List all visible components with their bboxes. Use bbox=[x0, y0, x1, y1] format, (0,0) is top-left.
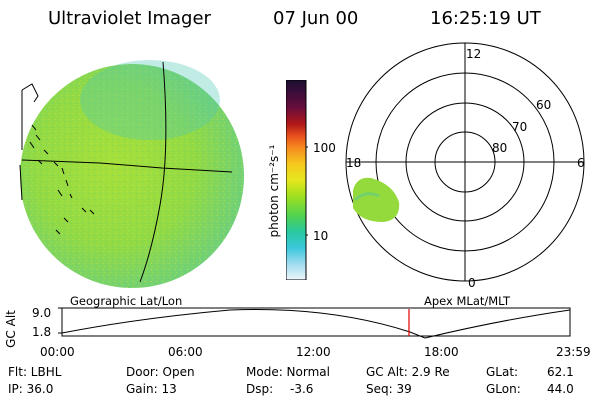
altitude-plot bbox=[58, 307, 571, 339]
xtick-2359: 23:59 bbox=[556, 345, 591, 359]
ytick-1-8: 1.8 bbox=[32, 325, 52, 339]
status-mode: Mode: Normal bbox=[246, 365, 330, 379]
coastline-outline bbox=[19, 83, 95, 235]
mlt-label-18: 18 bbox=[346, 156, 362, 170]
geographic-panel-label: Geographic Lat/Lon bbox=[70, 294, 183, 308]
status-glat-label: GLat: bbox=[486, 365, 519, 379]
mlt-label-0: 0 bbox=[468, 276, 476, 290]
status-door: Door: Open bbox=[126, 365, 195, 379]
time-label: 16:25:19 UT bbox=[430, 8, 541, 29]
xtick-0000: 00:00 bbox=[40, 345, 75, 359]
status-gain: Gain: 13 bbox=[126, 382, 177, 396]
gc-alt-axis-label: GC Alt bbox=[4, 310, 18, 348]
mlat-label-80: 80 bbox=[492, 141, 508, 155]
longitude-line bbox=[139, 61, 167, 283]
apex-panel-label: Apex MLat/MLT bbox=[424, 294, 511, 308]
xtick-1800: 18:00 bbox=[424, 345, 459, 359]
mlt-label-12: 12 bbox=[466, 47, 482, 61]
status-dsp-label: Dsp: bbox=[246, 382, 274, 396]
status-filter: Flt: LBHL bbox=[8, 365, 62, 379]
status-glat-value: 62.1 bbox=[547, 365, 574, 379]
altitude-curve bbox=[61, 308, 571, 339]
latitude-line bbox=[21, 159, 233, 173]
mlat-label-60: 60 bbox=[536, 98, 552, 112]
colorbar bbox=[286, 80, 308, 280]
auroral-oval-patch bbox=[353, 177, 400, 222]
polar-grid-panel bbox=[345, 42, 585, 282]
mlt-label-6: 6 bbox=[577, 156, 585, 170]
status-glon-value: 44.0 bbox=[547, 382, 574, 396]
status-dsp-value: -3.6 bbox=[290, 382, 314, 396]
status-seq: Seq: 39 bbox=[366, 382, 412, 396]
mlat-label-70: 70 bbox=[512, 120, 528, 134]
xtick-1200: 12:00 bbox=[296, 345, 331, 359]
ytick-9: 9.0 bbox=[32, 306, 52, 320]
geographic-image-panel bbox=[19, 60, 244, 288]
xtick-0600: 06:00 bbox=[168, 345, 203, 359]
date-label: 07 Jun 00 bbox=[273, 8, 359, 29]
status-gc-alt: GC Alt: 2.9 Re bbox=[366, 365, 450, 379]
colorbar-tick-10: 10 bbox=[313, 229, 329, 243]
instrument-title: Ultraviolet Imager bbox=[48, 8, 211, 29]
colorbar-unit-label: photon cm⁻²s⁻¹ bbox=[267, 144, 281, 238]
colorbar-tick-100: 100 bbox=[313, 141, 336, 155]
status-glon-label: GLon: bbox=[486, 382, 521, 396]
status-ip: IP: 36.0 bbox=[8, 382, 54, 396]
